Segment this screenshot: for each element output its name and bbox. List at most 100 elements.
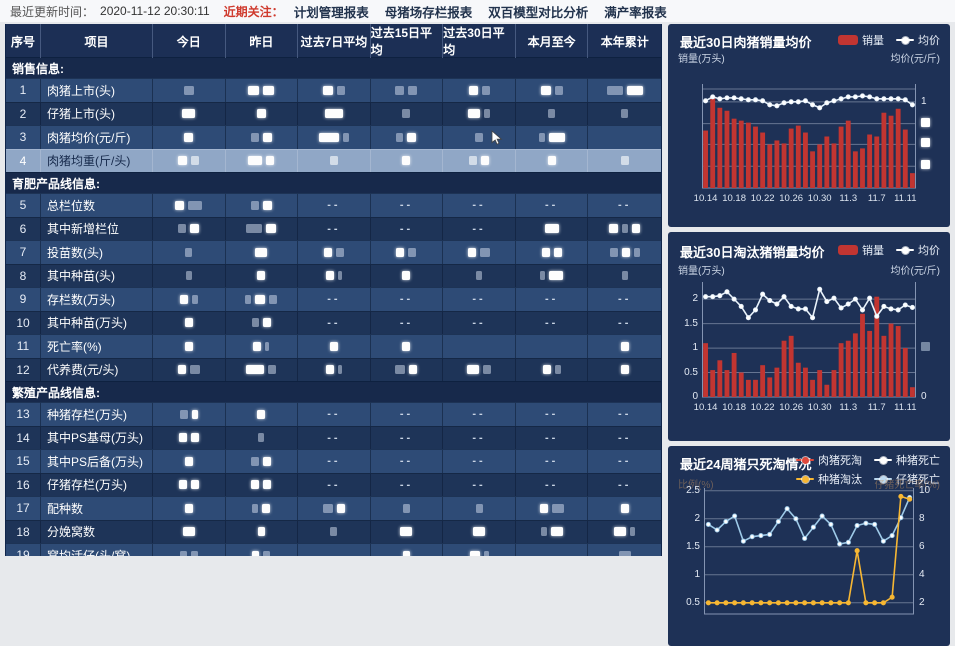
- row-number: 17: [6, 496, 41, 520]
- redacted-value-block: [269, 294, 278, 304]
- x-axis-tick: 10.18: [722, 193, 746, 204]
- table-row-6[interactable]: 6 其中新增栏位 -- -- --: [6, 216, 661, 240]
- table-row-3[interactable]: 3 肉猪均价(元/斤): [6, 125, 661, 149]
- table-row-17[interactable]: 17 配种数: [6, 496, 661, 520]
- value-cell: --: [588, 193, 661, 217]
- redacted-value-block: [467, 365, 480, 375]
- axis-labels-row: 比例(%) 仔猪死亡率(%): [678, 476, 940, 491]
- empty-value: --: [327, 316, 341, 329]
- report-tab-2[interactable]: 母猪场存栏报表: [384, 5, 473, 20]
- redacted-value-block: [468, 85, 478, 95]
- legend-line-dot-icon: [896, 36, 914, 44]
- redacted-value-block: [258, 433, 265, 443]
- table-row-10[interactable]: 10 其中种苗(万头) -- -- -- -- --: [6, 310, 661, 334]
- redacted-value-block: [621, 247, 630, 257]
- y-axis-left-tick: 1.5: [684, 317, 698, 329]
- redacted-value-block: [253, 341, 262, 351]
- y-axis-right-tick: 6: [919, 540, 925, 552]
- legend-dot-icon: [801, 475, 809, 483]
- table-row-19[interactable]: 19 窝均活仔(头/窝): [6, 543, 661, 556]
- y-axis-left-tick: 0: [692, 391, 698, 402]
- table-row-16[interactable]: 16 仔猪存栏(万头) -- -- -- -- --: [6, 472, 661, 496]
- value-cell: --: [588, 402, 661, 426]
- value-cell: [588, 148, 661, 173]
- value-cell: --: [515, 193, 589, 217]
- item-label: 分娩窝数: [41, 519, 153, 543]
- column-header-4: 过去7日平均: [298, 24, 371, 58]
- row-number: 6: [6, 216, 41, 240]
- table-row-7[interactable]: 7 投苗数(头): [6, 240, 661, 264]
- value-cell: --: [588, 287, 661, 311]
- empty-value: --: [399, 222, 414, 235]
- value-cell: --: [298, 216, 371, 240]
- report-tab-1[interactable]: 计划管理报表: [293, 5, 369, 20]
- redacted-value-block: [268, 365, 277, 375]
- row-number: 1: [6, 78, 41, 102]
- value-cell: [298, 240, 371, 264]
- empty-value: --: [544, 408, 559, 421]
- chart-plot-area[interactable]: [704, 488, 914, 616]
- item-label: 配种数: [41, 496, 153, 520]
- legend-item[interactable]: 种猪淘汰: [796, 471, 862, 487]
- table-row-15[interactable]: 15 其中PS后备(万头) -- -- -- -- --: [6, 449, 661, 473]
- y-axis-right-tick: [921, 160, 930, 172]
- item-label: 其中种苗(万头): [41, 310, 153, 334]
- value-cell: [153, 357, 226, 381]
- redacted-value-block: [178, 224, 187, 234]
- value-cell: [515, 125, 589, 149]
- chart-plot-area[interactable]: [702, 84, 916, 190]
- empty-value: --: [618, 199, 632, 212]
- table-row-13[interactable]: 13 种猪存栏(万头) -- -- -- -- --: [6, 402, 661, 426]
- legend-item[interactable]: 均价: [896, 32, 940, 48]
- redacted-value-block: [614, 527, 627, 537]
- redacted-value-block: [185, 271, 192, 281]
- redacted-value-block: [469, 550, 480, 556]
- empty-value: --: [472, 199, 486, 212]
- legend-item[interactable]: 销量: [838, 242, 884, 258]
- value-cell: [225, 193, 299, 217]
- redacted-value-block: [251, 456, 260, 466]
- table-row-8[interactable]: 8 其中种苗(头): [6, 263, 661, 287]
- y-axis-right-tick: [921, 117, 930, 130]
- redacted-value-block: [609, 247, 618, 257]
- empty-value: --: [399, 293, 414, 306]
- value-cell: --: [515, 402, 589, 426]
- value-cell: [225, 425, 299, 449]
- redacted-value-block: [191, 409, 198, 419]
- table-row-1[interactable]: 1 肉猪上市(头): [6, 78, 661, 102]
- table-row-2[interactable]: 2 仔猪上市(头): [6, 101, 661, 125]
- table-row-18[interactable]: 18 分娩窝数: [6, 519, 661, 543]
- redacted-value-block: [189, 365, 200, 375]
- legend-item[interactable]: 销量: [838, 32, 884, 48]
- redacted-value-block: [178, 480, 187, 490]
- legend-label: 均价: [918, 245, 940, 257]
- row-number: 11: [6, 334, 41, 358]
- empty-value: --: [472, 408, 486, 421]
- table-row-5[interactable]: 5 总栏位数 -- -- -- -- --: [6, 193, 661, 217]
- legend-item[interactable]: 肉猪死淘: [796, 452, 862, 468]
- table-row-4[interactable]: 4 肉猪均重(斤/头): [6, 148, 661, 173]
- y-axis-right-label: 均价(元/斤): [890, 54, 940, 65]
- table-row-11[interactable]: 11 死亡率(%): [6, 334, 661, 358]
- x-axis-tick: 10.14: [693, 402, 718, 413]
- table-row-9[interactable]: 9 存栏数(万头) -- -- -- -- --: [6, 287, 661, 311]
- legend-item[interactable]: 均价: [896, 242, 940, 258]
- table-row-12[interactable]: 12 代养费(元/头): [6, 357, 661, 381]
- report-tab-3[interactable]: 双百模型对比分析: [488, 5, 589, 20]
- redacted-value-block: [323, 247, 332, 257]
- redacted-value-block: [618, 550, 631, 556]
- report-tab-4[interactable]: 满产率报表: [604, 5, 667, 20]
- empty-value: --: [399, 316, 414, 329]
- value-cell: [370, 334, 444, 358]
- chart-plot-area[interactable]: [702, 282, 916, 399]
- value-cell: --: [298, 287, 371, 311]
- value-cell: --: [443, 449, 516, 473]
- legend-item[interactable]: 种猪死亡: [874, 452, 940, 468]
- value-cell: --: [515, 310, 589, 334]
- table-row-14[interactable]: 14 其中PS基母(万头) -- -- -- -- --: [6, 425, 661, 449]
- redacted-value-block: [539, 503, 548, 513]
- value-cell: [153, 472, 226, 496]
- column-header-7: 本月至今: [516, 24, 589, 58]
- legend-item[interactable]: 仔猪死亡: [874, 471, 940, 487]
- value-cell: [225, 402, 299, 426]
